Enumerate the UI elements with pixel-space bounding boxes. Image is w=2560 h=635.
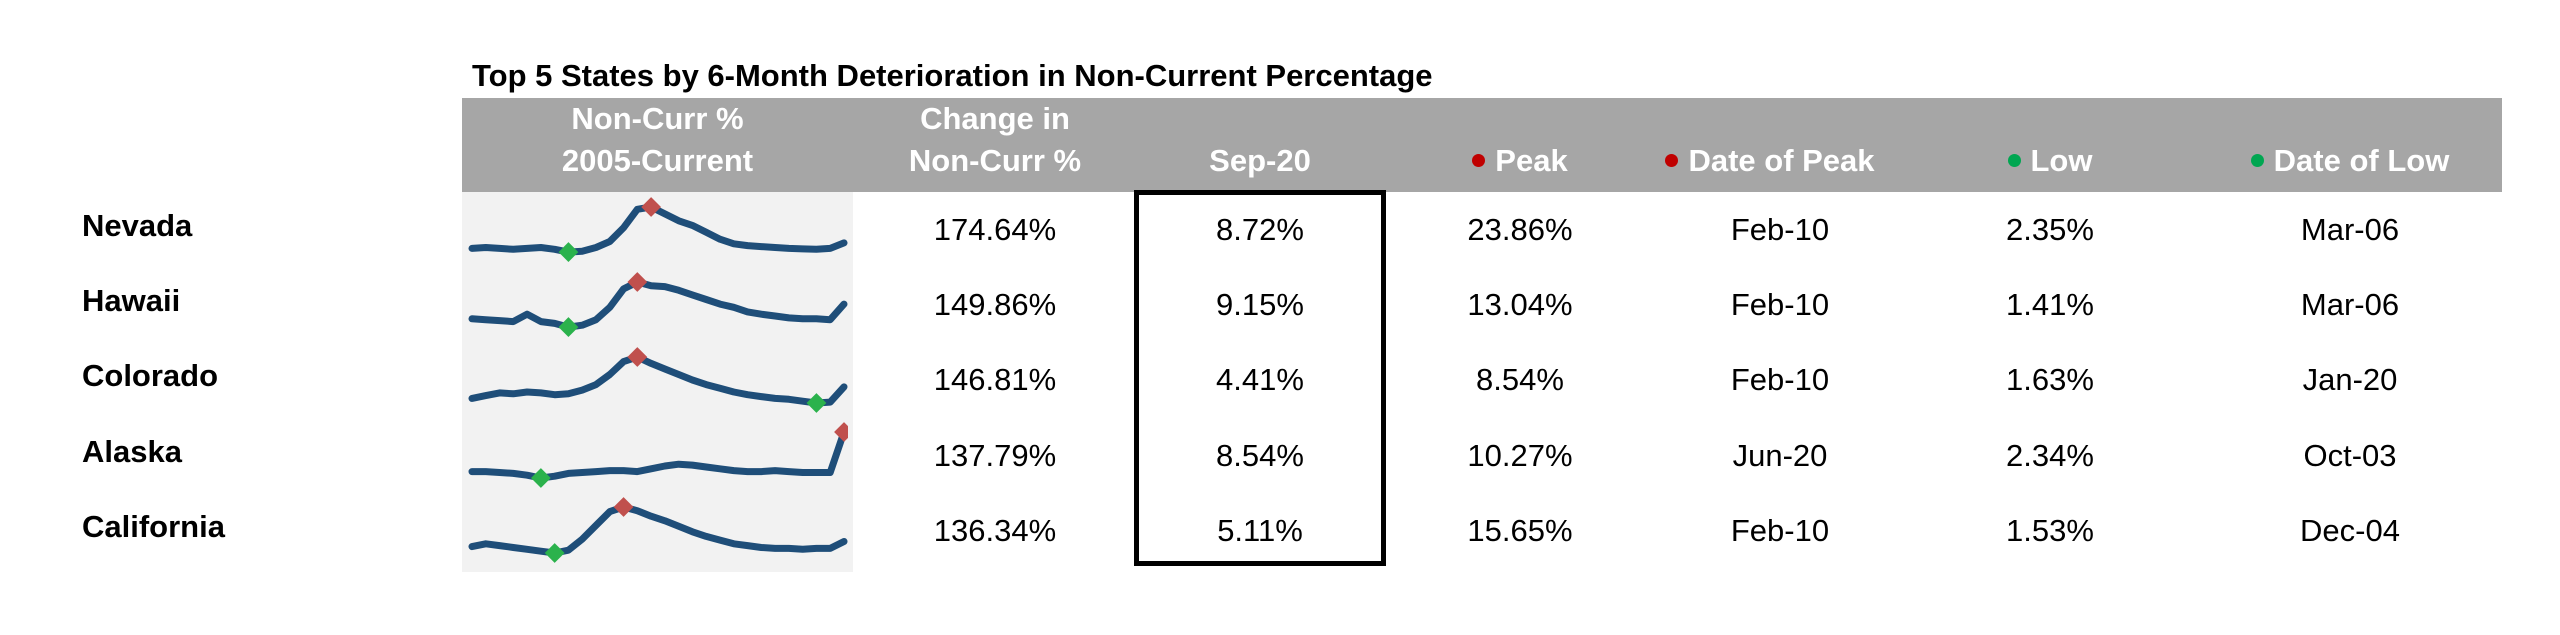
cell-low: 2.35% [2006,212,2094,247]
cell-date-of-low: Dec-04 [2300,513,2400,548]
cell-current: 9.15% [1216,287,1304,322]
cell-date-of-low: Mar-06 [2300,287,2400,322]
header-sparkline-line1: Non-Curr % [571,101,744,136]
sparkline-low-marker [530,468,551,488]
header-peak-label: Peak [1495,143,1568,178]
cell-date-of-low: Jan-20 [2302,362,2398,397]
header-change-line1: Change in [920,101,1070,136]
cell-date-of-peak: Feb-10 [1730,212,1830,247]
header-sparkline-line2: 2005-Current [561,143,754,178]
header-peak: Peak [1420,140,1620,182]
sparkline-chart [468,347,848,413]
current-column-highlight [1134,190,1386,566]
header-sparkline: Non-Curr % 2005-Current [462,98,853,182]
sparkline-series [468,353,848,407]
cell-change: 146.81% [933,362,1057,397]
cell-date-of-peak: Jun-20 [1732,438,1828,473]
cell-peak: 13.04% [1467,287,1573,322]
header-date-of-peak-label: Date of Peak [1688,143,1875,178]
cell-low: 1.53% [2006,513,2094,548]
sparkline-low-marker [558,317,579,337]
sparkline-low-marker [558,242,579,262]
cell-low: 1.41% [2006,287,2094,322]
cell-change: 137.79% [933,438,1057,473]
cell-low: 1.63% [2006,362,2094,397]
header-band [462,98,2502,192]
sparkline-low-marker [806,393,827,413]
header-date-of-peak: Date of Peak [1640,140,1900,182]
header-low: Low [1950,140,2150,182]
sparkline-series [468,428,848,482]
cell-date-of-low: Mar-06 [2300,212,2400,247]
header-date-of-low: Date of Low [2200,140,2500,182]
cell-peak: 23.86% [1467,212,1573,247]
header-date-of-low-label: Date of Low [2273,143,2450,178]
low-dot-icon [2007,154,2021,168]
header-change-line2: Non-Curr % [908,143,1082,178]
cell-peak: 10.27% [1467,438,1573,473]
cell-date-of-peak: Feb-10 [1730,287,1830,322]
cell-change: 149.86% [933,287,1057,322]
sparkline-chart [468,497,848,563]
sparkline-peak-marker [834,422,848,442]
state-label: Alaska [82,434,182,469]
sparkline-panel [462,192,853,572]
peak-dot-icon [1665,154,1679,168]
cell-current: 4.41% [1216,362,1304,397]
cell-low: 2.34% [2006,438,2094,473]
header-low-label: Low [2030,143,2093,178]
cell-date-of-peak: Feb-10 [1730,513,1830,548]
cell-date-of-peak: Feb-10 [1730,362,1830,397]
header-current: Sep-20 [1209,143,1311,178]
sparkline-chart [468,422,848,488]
sparkline-peak-marker [641,197,662,217]
cell-current: 5.11% [1217,513,1303,548]
sparkline-peak-marker [627,347,648,367]
sparkline-series [468,503,848,557]
table-title: Top 5 States by 6-Month Deterioration in… [472,58,1433,93]
sparkline-low-marker [544,543,565,563]
state-label: Hawaii [82,283,181,318]
sparkline-peak-marker [627,272,648,292]
sparkline-chart [468,197,848,262]
peak-dot-icon [1472,154,1486,168]
cell-change: 174.64% [933,212,1057,247]
cell-current: 8.72% [1216,212,1304,247]
cell-peak: 15.65% [1467,513,1573,548]
state-label: Nevada [82,208,193,243]
state-label: California [82,509,225,544]
header-change: Change in Non-Curr % [890,98,1100,182]
cell-change: 136.34% [933,513,1057,548]
cell-current: 8.54% [1216,438,1304,473]
low-dot-icon [2250,154,2264,168]
sparkline-series [468,278,848,331]
sparkline-chart [468,272,848,337]
state-label: Colorado [82,358,219,393]
sparkline-peak-marker [613,497,634,517]
cell-date-of-low: Oct-03 [2303,438,2397,473]
cell-peak: 8.54% [1476,362,1564,397]
sparkline-series [468,203,848,256]
